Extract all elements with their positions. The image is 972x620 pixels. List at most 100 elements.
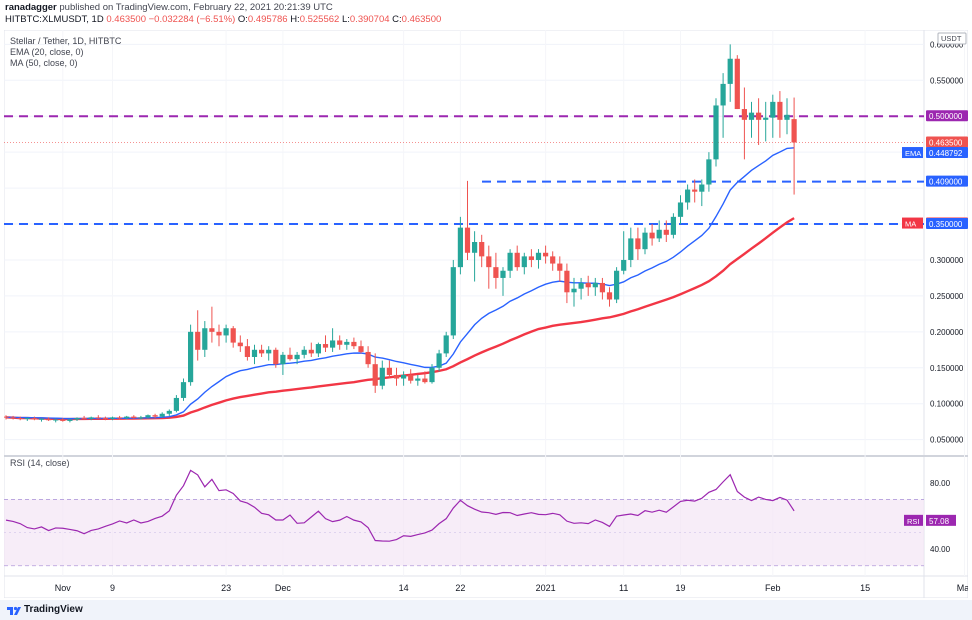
main-legend: Stellar / Tether, 1D, HITBTC EMA (20, cl… (10, 36, 121, 69)
level-350-tag: 0.350000 (929, 220, 963, 229)
candle-body (791, 119, 797, 143)
candle-body (642, 232, 648, 250)
chart-canvas[interactable]: Nov 9 23 Dec 14 22 2021 11 19 Feb 15 Mar 0.600000 0.5… (4, 30, 968, 598)
candle-body (230, 328, 236, 343)
ema-side-tag-bg (902, 147, 923, 159)
candle-body (259, 349, 265, 354)
candle-body (124, 416, 130, 419)
candle-body (543, 252, 549, 257)
candle-body (450, 267, 456, 336)
ema-value-tag: 0.448792 (929, 149, 963, 158)
rsi-line (5, 469, 795, 542)
candle-body (436, 353, 442, 368)
rsi-side-tag-bg (904, 514, 923, 526)
candle-body (507, 252, 513, 271)
low-value: 0.390704 (349, 14, 390, 25)
candle-body (67, 419, 73, 421)
candles-group (4, 44, 797, 423)
rsi-tick-label: 80.00 (930, 479, 951, 488)
candle-body (74, 418, 80, 420)
candle-body (38, 418, 45, 420)
candle-body (521, 256, 527, 268)
candle-body (273, 349, 279, 365)
level-409-tag: 0.409000 (929, 178, 963, 187)
candle-body (10, 417, 16, 419)
candle-body (159, 413, 165, 417)
time-label: Feb (765, 583, 781, 593)
level-500-tag-bg (926, 110, 968, 122)
ema20-line (5, 147, 795, 420)
candle-body (535, 252, 542, 260)
candle-body (315, 344, 321, 354)
candle-body (699, 184, 705, 192)
rsi-side-tag: RSI (907, 517, 920, 526)
candle-body (429, 367, 435, 383)
candle-body (756, 112, 762, 120)
candle-body (188, 331, 194, 383)
candle-body (109, 417, 116, 419)
time-label: Nov (55, 583, 72, 593)
candle-body (386, 367, 392, 375)
open-value: 0.495786 (247, 14, 288, 25)
price-tick-label: 0.600000 (930, 40, 964, 49)
candle-body (301, 349, 307, 355)
chart-frame[interactable]: Nov 9 23 Dec 14 22 2021 11 19 Feb 15 Mar 0.600000 0.5… (4, 30, 968, 598)
rsi-tick-label: 40.00 (930, 545, 951, 554)
time-label: 2021 (536, 583, 556, 593)
candle-body (493, 267, 499, 278)
publisher-name[interactable]: ranadagger (5, 2, 57, 13)
price-tick-label: 0.200000 (930, 328, 964, 337)
candle-body (415, 378, 421, 381)
candle-body (195, 331, 201, 350)
candle-body (649, 232, 655, 239)
candle-body (152, 415, 158, 417)
price-tick-label: 0.550000 (930, 76, 964, 85)
candle-body (280, 354, 286, 365)
rsi-legend[interactable]: RSI (14, close) (10, 458, 70, 468)
published-line: ranadagger published on TradingView.com,… (5, 2, 333, 13)
candle-body (266, 349, 272, 354)
candle-body (763, 117, 769, 120)
candle-body (692, 189, 698, 192)
symbol-label: HITBTC:XLMUSDT, 1D (5, 14, 104, 25)
candle-body (17, 418, 23, 420)
last-price-tag-bg (926, 136, 968, 148)
currency-box (937, 32, 967, 45)
candle-body (677, 202, 684, 217)
candle-body (102, 418, 108, 420)
candle-body (777, 101, 783, 120)
candle-body (528, 256, 534, 260)
candle-body (713, 105, 719, 160)
candle-body (117, 417, 123, 419)
high-value: 0.525562 (299, 14, 340, 25)
time-label: 15 (860, 583, 870, 593)
candle-body (408, 374, 414, 381)
candle-body (372, 364, 378, 386)
candle-body (606, 292, 613, 300)
candle-body (592, 282, 598, 288)
legend-ma[interactable]: MA (50, close, 0) (10, 58, 78, 68)
candle-body (706, 159, 712, 185)
candle-body (585, 282, 591, 288)
ohlc-line: HITBTC:XLMUSDT, 1D 0.463500 −0.032284 (−… (5, 14, 441, 25)
legend-ema[interactable]: EMA (20, close, 0) (10, 47, 84, 57)
candle-body (656, 229, 662, 239)
candle-body (223, 328, 229, 336)
ma-side-tag: MA (905, 220, 916, 229)
candle-body (770, 101, 776, 118)
candle-body (322, 344, 329, 348)
ma-side-tag-bg (902, 217, 923, 229)
last-price-tag: 0.463500 (929, 138, 963, 147)
candle-body (131, 416, 137, 419)
candle-body (344, 341, 350, 345)
candle-body (145, 415, 151, 418)
tradingview-brand[interactable]: TradingView (24, 604, 83, 615)
rsi-value-tag-bg (926, 514, 956, 526)
candle-body (294, 354, 300, 360)
price-tick-label: 0.050000 (930, 436, 964, 445)
open-label: O: (237, 14, 248, 25)
currency-label: USDT (941, 34, 962, 43)
candle-body (443, 335, 449, 354)
candle-body (173, 397, 179, 411)
tradingview-logo-icon[interactable] (6, 604, 22, 616)
